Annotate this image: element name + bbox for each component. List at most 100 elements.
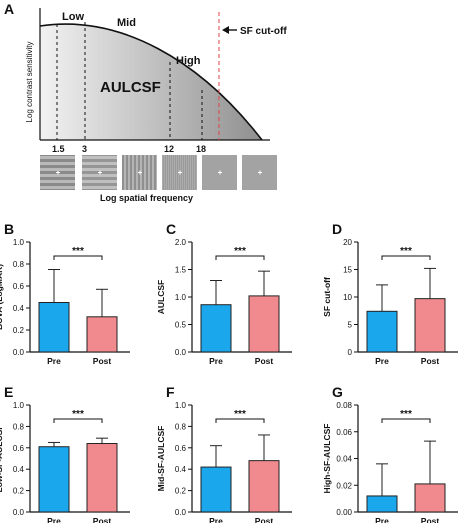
y-tick-label: 0.0 (13, 508, 25, 517)
y-tick-label: 0.08 (336, 401, 352, 410)
bar-pre (200, 466, 232, 513)
significance-label: *** (72, 409, 84, 420)
marker-label-12: 12 (164, 144, 174, 154)
significance-bracket (215, 255, 265, 260)
y-tick-label: 0.8 (13, 260, 25, 269)
marker-label-1-5: 1.5 (52, 144, 65, 154)
bar-post (86, 316, 118, 353)
label-high: High (176, 55, 201, 67)
panel-letter-g: G (332, 384, 343, 400)
panel-c: C 0.0 0.5 1.0 1.5 2.0 AULCSF Pre Post *** (156, 221, 292, 366)
bar-post (248, 460, 280, 513)
bar-post (248, 295, 280, 353)
y-tick-label: 1.0 (13, 238, 25, 247)
significance-label: *** (234, 246, 246, 257)
y-tick-label: 0.2 (175, 487, 187, 496)
y-tick-label: 0.6 (13, 282, 25, 291)
significance-bracket (53, 255, 103, 260)
label-low: Low (62, 11, 84, 23)
category-label: Pre (47, 356, 61, 366)
significance-label: *** (400, 409, 412, 420)
y-tick-label: 1.0 (13, 401, 25, 410)
category-label: Pre (375, 356, 389, 366)
bar-pre (366, 495, 398, 513)
y-axis-label: Mid-SF-AULCSF (156, 426, 166, 492)
bar-pre (366, 310, 398, 353)
y-tick-label: 0.0 (175, 348, 187, 357)
significance-bracket (381, 255, 431, 260)
y-tick-label: 0.4 (13, 465, 25, 474)
panel-g: G 0.00 0.02 0.04 0.06 0.08 High-SF-AULCSF Pre Po… (322, 384, 458, 523)
panel-letter-d: D (332, 221, 342, 237)
y-tick-label: 15 (343, 266, 352, 275)
fixation-crosses (56, 170, 262, 175)
significance-bracket (215, 418, 265, 423)
y-tick-label: 0.0 (175, 508, 187, 517)
significance-bracket (381, 418, 431, 423)
y-tick-label: 0.8 (13, 422, 25, 431)
bar-post (414, 298, 446, 353)
y-axis-label: AULCSF (156, 280, 166, 314)
y-axis-label: Low-SF-AULCSF (0, 425, 4, 493)
category-label: Pre (209, 516, 223, 523)
y-tick-label: 0.4 (175, 465, 187, 474)
bar-post (414, 483, 446, 513)
y-tick-label: 2.0 (175, 238, 187, 247)
y-tick-label: 5 (348, 321, 353, 330)
y-tick-label: 10 (343, 293, 352, 302)
category-label: Pre (209, 356, 223, 366)
y-tick-label: 0.04 (336, 455, 352, 464)
panel-d: D 0 5 10 15 20 SF cut-off Pre Post *** (322, 221, 458, 366)
panel-letter-e: E (4, 384, 13, 400)
y-tick-label: 0.5 (175, 321, 187, 330)
y-tick-label: 0.2 (13, 487, 25, 496)
label-sf-cutoff: SF cut-off (240, 26, 287, 37)
category-label: Post (255, 516, 274, 523)
y-tick-label: 0.6 (175, 444, 187, 453)
panel-e: E 0.0 0.2 0.4 0.6 0.8 1.0 Low-SF-AULCSF Pre Post *… (0, 384, 130, 523)
y-tick-label: 0.00 (336, 508, 352, 517)
y-tick-label: 0.2 (13, 326, 25, 335)
y-axis-label: SF cut-off (322, 277, 332, 317)
panel-letter-a: A (4, 1, 14, 17)
category-label: Post (93, 356, 112, 366)
category-label: Post (93, 516, 112, 523)
significance-label: *** (234, 409, 246, 420)
xlabel-a: Log spatial frequency (100, 193, 193, 203)
panel-letter-c: C (166, 221, 176, 237)
y-tick-label: 0.06 (336, 428, 352, 437)
y-tick-label: 0.6 (13, 444, 25, 453)
y-tick-label: 0 (348, 348, 353, 357)
panel-letter-b: B (4, 221, 14, 237)
label-aulcsf: AULCSF (100, 79, 161, 96)
panel-b: B 0.0 0.2 0.4 0.6 0.8 1.0 BCVA (LogMAR) Pre Post *… (0, 221, 130, 366)
category-label: Post (421, 516, 440, 523)
significance-label: *** (400, 246, 412, 257)
label-mid: Mid (117, 17, 136, 29)
y-axis-label: High-SF-AULCSF (322, 424, 332, 494)
aulcsf-area (40, 24, 262, 140)
bar-pre (200, 304, 232, 353)
significance-bracket (53, 418, 103, 423)
category-label: Pre (375, 516, 389, 523)
marker-label-3: 3 (82, 144, 87, 154)
category-label: Post (421, 356, 440, 366)
y-tick-label: 1.0 (175, 401, 187, 410)
y-tick-label: 20 (343, 238, 352, 247)
panel-letter-f: F (166, 384, 175, 400)
marker-label-18: 18 (196, 144, 206, 154)
category-label: Pre (47, 516, 61, 523)
y-tick-label: 0.02 (336, 481, 352, 490)
ylabel-a: Log contrast sensitivity (25, 42, 34, 123)
bar-pre (38, 446, 70, 513)
y-tick-label: 1.0 (175, 293, 187, 302)
y-axis-label: BCVA (LogMAR) (0, 264, 4, 330)
y-tick-label: 1.5 (175, 266, 187, 275)
panel-a: A Low Mid High AULCSF SF cut-off Log con… (4, 1, 287, 203)
bar-pre (38, 302, 70, 353)
csf-curve (39, 23, 263, 141)
y-tick-label: 0.4 (13, 304, 25, 313)
y-tick-label: 0.8 (175, 422, 187, 431)
category-label: Post (255, 356, 274, 366)
